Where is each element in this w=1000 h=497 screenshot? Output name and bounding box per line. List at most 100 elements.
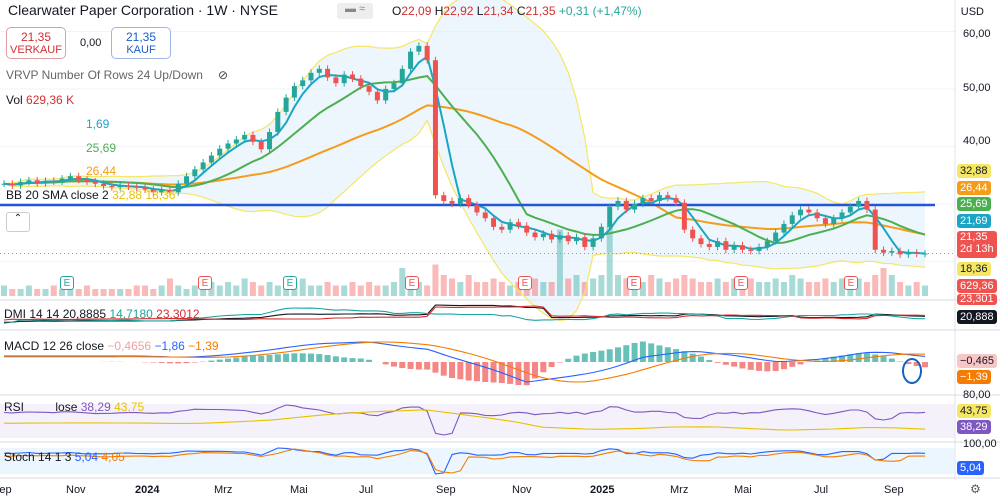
ma-fast-legend: 1,69 xyxy=(86,117,110,131)
earnings-marker-icon[interactable]: E xyxy=(518,276,532,290)
volume-bar xyxy=(697,282,704,296)
candle-body xyxy=(831,218,837,224)
earnings-marker-icon[interactable]: E xyxy=(734,276,748,290)
macd-hist-bar xyxy=(523,362,530,386)
time-axis-tick: Mai xyxy=(290,484,308,496)
volume-bar xyxy=(689,278,696,296)
volume-bar xyxy=(75,289,82,296)
volume-bar xyxy=(747,278,754,296)
indicator-toggle-icon[interactable]: ▬ ≈ xyxy=(337,3,373,19)
macd-hist-bar xyxy=(839,355,846,362)
earnings-marker-icon[interactable]: E xyxy=(198,276,212,290)
macd-hist-badge: −0,465 xyxy=(957,354,997,368)
candle-body xyxy=(748,249,754,251)
vol-legend[interactable]: Vol 629,36 K xyxy=(6,93,75,107)
dmi-plus-line xyxy=(4,307,925,323)
price-tick: 60,00 xyxy=(963,28,991,40)
macd-hist-bar xyxy=(540,362,547,373)
volume-bar xyxy=(274,285,281,296)
volume-bar xyxy=(283,285,290,296)
candle-body xyxy=(26,180,32,182)
volume-bar xyxy=(623,278,630,296)
volume-bar xyxy=(830,282,837,296)
candle-body xyxy=(665,195,671,199)
macd-hist-bar xyxy=(615,347,621,362)
eye-off-icon[interactable]: ⊘ xyxy=(218,68,229,82)
volume-bar xyxy=(590,278,597,296)
volume-bar xyxy=(341,285,348,296)
candle-body xyxy=(706,244,712,247)
volume-bar xyxy=(789,275,796,296)
volume-bar xyxy=(17,289,24,296)
volume-bar xyxy=(573,275,580,296)
candle-body xyxy=(491,218,497,227)
dmi-legend[interactable]: DMI 14 14 20,8885 14,7180 23,3012 xyxy=(4,307,200,321)
candle-body xyxy=(673,198,679,203)
volume-bar xyxy=(308,285,314,296)
macd-hist-bar xyxy=(772,362,779,372)
macd-hist-bar xyxy=(565,358,572,362)
volume-bar xyxy=(374,285,381,296)
candle-body xyxy=(656,195,662,201)
earnings-marker-icon[interactable]: E xyxy=(405,276,419,290)
volume-bar xyxy=(258,285,265,296)
settings-gear-icon[interactable]: ⚙ xyxy=(970,482,981,496)
volume-bar xyxy=(266,282,273,296)
volume-bar xyxy=(366,282,373,296)
candle-body xyxy=(184,176,190,184)
volume-bar xyxy=(507,285,514,296)
earnings-marker-icon[interactable]: E xyxy=(283,276,297,290)
annotation-circle xyxy=(902,358,922,384)
earnings-marker-icon[interactable]: E xyxy=(627,276,641,290)
macd-hist-bar xyxy=(706,359,713,362)
time-axis-tick: 2024 xyxy=(135,484,160,496)
macd-hist-bar xyxy=(249,355,256,362)
candle-body xyxy=(507,222,513,230)
rsi-ma-badge: 43,75 xyxy=(957,404,991,418)
macd-hist-bar xyxy=(316,354,323,362)
candle-body xyxy=(574,237,580,242)
earnings-marker-icon[interactable]: E xyxy=(60,276,74,290)
volume-bar xyxy=(324,282,331,296)
time-axis-tick: Jul xyxy=(814,484,829,496)
macd-hist-bar xyxy=(532,362,539,379)
macd-hist-bar xyxy=(440,362,447,376)
candle-body xyxy=(557,235,563,240)
spread-value: 0,00 xyxy=(80,37,102,49)
volume-bar xyxy=(839,278,846,296)
macd-hist-bar xyxy=(780,362,787,370)
candle-body xyxy=(549,233,555,240)
candle-body xyxy=(897,250,903,255)
volume-bar xyxy=(706,282,713,296)
symbol-title[interactable]: Clearwater Paper Corporation · 1W · NYSE xyxy=(8,2,278,18)
earnings-marker-icon[interactable]: E xyxy=(844,276,858,290)
bb-legend[interactable]: BB 20 SMA close 2 32,88 18,36 xyxy=(6,188,176,202)
collapse-chevron-icon[interactable]: ⌃ xyxy=(6,212,30,232)
candle-body xyxy=(540,233,546,238)
rsi-legend[interactable]: RSI lose 38,29 43,75 xyxy=(4,400,145,414)
volume-bar xyxy=(34,289,41,296)
volume-bar xyxy=(216,285,223,296)
candle-body xyxy=(275,111,281,133)
candle-body xyxy=(175,183,181,193)
currency-label: USD xyxy=(960,6,984,18)
dmi-minus-badge: 23,301 xyxy=(957,294,997,305)
macd-hist-bar xyxy=(556,362,563,363)
sell-button[interactable]: 21,35 VERKAUF xyxy=(6,27,66,59)
volume-bar xyxy=(92,289,99,296)
macd-hist-bar xyxy=(349,358,356,362)
candle-body xyxy=(922,253,928,255)
stoch-legend[interactable]: Stoch 14 1 3 5,04 4,05 xyxy=(4,450,125,464)
macd-hist-bar xyxy=(681,351,688,362)
candle-body xyxy=(889,250,895,253)
buy-button[interactable]: 21,35 KAUF xyxy=(111,27,171,59)
vrvp-legend[interactable]: VRVP Number Of Rows 24 Up/Down xyxy=(6,68,203,82)
candle-body xyxy=(582,237,588,247)
macd-hist-bar xyxy=(548,362,555,368)
macd-legend[interactable]: MACD 12 26 close −0,4656 −1,86 −1,39 xyxy=(4,339,219,353)
volume-bar xyxy=(548,282,555,296)
macd-hist-bar xyxy=(515,362,522,385)
macd-hist-bar xyxy=(722,362,729,365)
macd-hist-bar xyxy=(258,355,265,362)
